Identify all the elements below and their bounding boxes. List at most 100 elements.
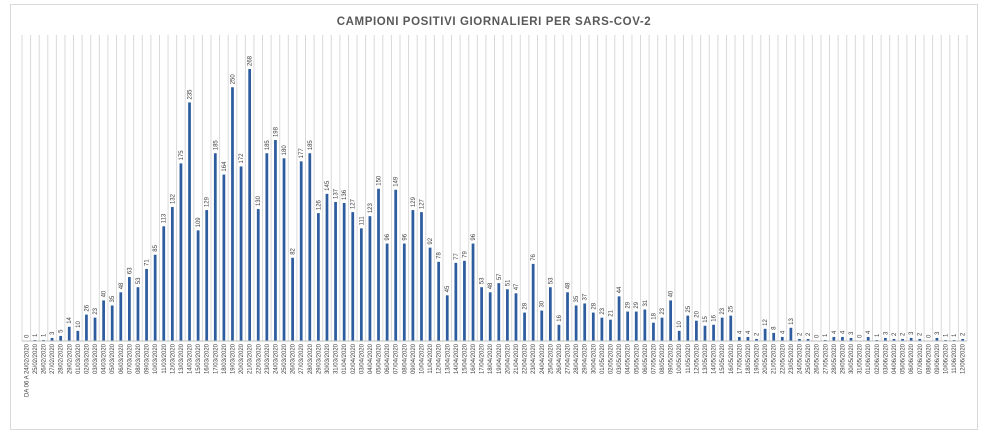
bar	[265, 153, 269, 341]
data-label: 40	[669, 290, 675, 297]
x-tick-label: 22/03/2020	[256, 343, 262, 374]
bar	[755, 338, 758, 341]
bar	[609, 319, 612, 341]
data-label: 2	[797, 332, 803, 336]
bar	[737, 336, 741, 341]
x-tick-label: 30/03/2020	[325, 343, 331, 374]
x-tick-label: 26/02/2020	[41, 343, 47, 374]
bar	[128, 277, 131, 341]
x-tick-label: 31/05/2020	[858, 343, 864, 374]
x-tick-label: 31/03/2020	[334, 343, 340, 374]
x-tick-label: 15/05/2020	[720, 343, 726, 374]
x-tick-label: 07/05/2020	[651, 343, 657, 374]
bar	[600, 317, 604, 341]
x-tick-label: 10/04/2020	[419, 343, 425, 374]
data-label: 4	[840, 330, 846, 334]
x-tick-label: 10/06/2020	[944, 343, 950, 374]
bar	[909, 337, 913, 341]
data-label: 35	[574, 295, 580, 302]
x-tick-label: 19/03/2020	[230, 343, 236, 374]
bar	[420, 212, 423, 341]
data-label: 51	[505, 279, 511, 286]
data-label: 3	[935, 331, 941, 335]
x-tick-label: 06/05/2020	[643, 343, 649, 374]
data-label: 79	[462, 250, 468, 257]
data-label: 10	[76, 321, 82, 328]
bar	[884, 337, 887, 341]
x-tick-label: 08/06/2020	[926, 343, 932, 374]
data-label: 53	[480, 277, 486, 284]
gridlines	[21, 35, 968, 341]
bar	[652, 322, 655, 341]
data-label: 235	[188, 89, 194, 100]
x-tick-label: 19/04/2020	[497, 343, 503, 374]
x-tick-label: 28/03/2020	[308, 343, 314, 374]
data-label: 137	[334, 188, 340, 199]
x-tick-label: 29/02/2020	[67, 343, 73, 374]
x-tick-label: 05/03/2020	[110, 343, 116, 374]
data-label: 92	[428, 237, 434, 244]
x-tick-label: 08/03/2020	[136, 343, 142, 374]
data-label: 3	[883, 331, 889, 335]
x-tick-label: 20/05/2020	[763, 343, 769, 374]
bar	[179, 163, 183, 341]
data-label: 4	[780, 330, 786, 334]
data-label: 1	[875, 333, 881, 337]
x-tick-label: 16/05/2020	[729, 343, 735, 374]
x-tick-label: 26/05/2020	[815, 343, 821, 374]
x-tick-label: 21/04/2020	[514, 343, 520, 374]
x-tick-label: 04/05/2020	[626, 343, 632, 374]
data-label: 47	[514, 283, 520, 290]
x-tick-label: 08/04/2020	[402, 343, 408, 374]
bar	[274, 140, 277, 341]
x-tick-label: 18/04/2020	[488, 343, 494, 374]
bar	[918, 338, 922, 341]
x-tick-label: 25/04/2020	[548, 343, 554, 374]
bar	[153, 254, 157, 341]
bar	[849, 337, 853, 341]
x-tick-labels: DA 06 A 24/02/2020 25/02/2020 26/02/2020 27…	[24, 343, 966, 397]
data-label: 3	[50, 331, 56, 335]
data-label: 1	[944, 333, 950, 337]
data-label: 3	[909, 331, 915, 335]
x-tick-label: 23/04/2020	[531, 343, 537, 374]
x-tick-label: 27/05/2020	[823, 343, 829, 374]
bar	[703, 325, 707, 341]
bar	[935, 337, 939, 341]
bar	[110, 305, 114, 341]
x-tick-label: 29/04/2020	[583, 343, 589, 374]
bar	[248, 69, 252, 341]
x-tick-label: 12/03/2020	[170, 343, 176, 374]
data-label: 15	[703, 315, 709, 322]
bar	[282, 158, 286, 341]
x-tick-label: 28/05/2020	[832, 343, 838, 374]
data-label: 177	[299, 148, 305, 159]
data-label: 37	[583, 293, 589, 300]
x-tick-label: 15/04/2020	[462, 343, 468, 374]
bar	[136, 287, 140, 341]
bar	[720, 317, 724, 341]
bar	[961, 338, 965, 341]
bar	[411, 210, 415, 341]
bar	[626, 311, 630, 341]
x-tick-label: 06/04/2020	[385, 343, 391, 374]
data-label: 1	[823, 333, 829, 337]
bar	[334, 201, 337, 341]
data-label: 150	[377, 175, 383, 186]
bar	[523, 312, 526, 341]
bar	[42, 339, 45, 341]
data-label: 29	[626, 301, 632, 308]
x-tick-label: 21/05/2020	[772, 343, 778, 374]
x-tick-label: 24/03/2020	[273, 343, 279, 374]
bar	[213, 153, 217, 341]
data-label: 35	[110, 295, 116, 302]
x-tick-label: 24/05/2020	[797, 343, 803, 374]
bar	[231, 87, 234, 342]
bar	[394, 189, 398, 341]
data-label: 23	[93, 307, 99, 314]
x-tick-label: 23/05/2020	[789, 343, 795, 374]
x-tick-label: 06/06/2020	[909, 343, 915, 374]
bar	[841, 336, 844, 341]
bar	[866, 336, 870, 341]
x-tick-label: 03/05/2020	[617, 343, 623, 374]
